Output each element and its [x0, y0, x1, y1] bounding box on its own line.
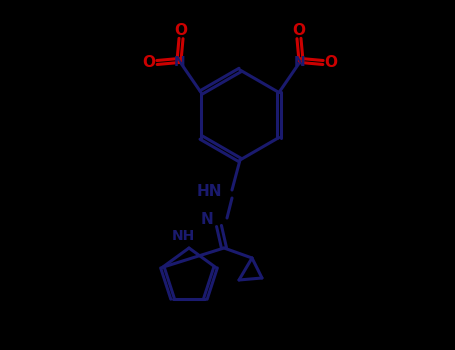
Text: O: O — [293, 23, 305, 38]
Text: N: N — [200, 212, 213, 228]
Text: O: O — [142, 55, 156, 70]
Text: HN: HN — [197, 184, 222, 200]
Text: N: N — [174, 55, 186, 69]
Text: O: O — [324, 55, 338, 70]
Text: NH: NH — [172, 229, 195, 243]
Text: N: N — [294, 55, 306, 69]
Text: O: O — [175, 23, 187, 38]
